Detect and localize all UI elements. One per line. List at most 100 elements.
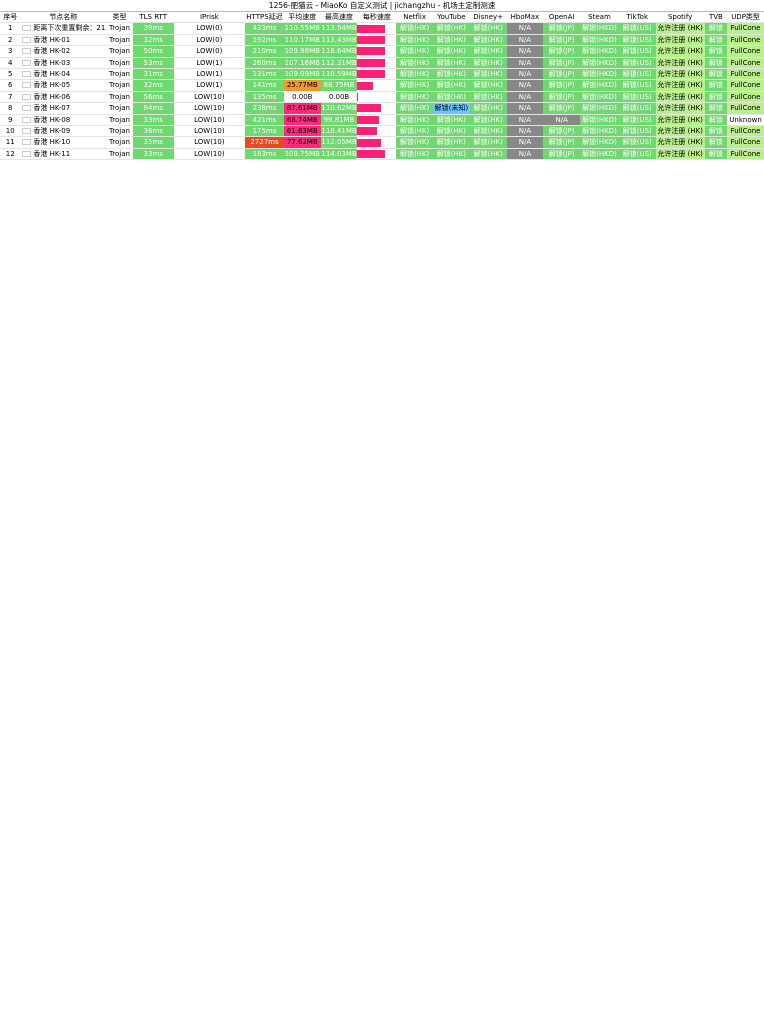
flag-icon bbox=[22, 59, 32, 66]
header-steam: Steam bbox=[580, 12, 619, 24]
steam: 解锁(HKD) bbox=[580, 79, 619, 92]
openai: 解锁(JP) bbox=[543, 79, 581, 92]
disney: 解锁(HK) bbox=[469, 91, 507, 104]
node-type: Trojan bbox=[106, 114, 133, 127]
header-max: 最高速度 bbox=[320, 12, 358, 24]
table-row: 8 香港 HK-07 Trojan 84ms LOW(10) 238ms 87.… bbox=[0, 102, 764, 115]
max-speed: 99.81MB bbox=[320, 114, 358, 127]
youtube: 解锁(HK) bbox=[433, 125, 470, 138]
node-name: 香港 HK-01 bbox=[20, 34, 107, 47]
openai: 解锁(JP) bbox=[543, 136, 581, 149]
netflix: 解锁(HK) bbox=[396, 79, 433, 92]
header-youtube: YouTube bbox=[433, 12, 470, 24]
netflix: 解锁(HK) bbox=[396, 114, 433, 127]
speed-sparkline bbox=[357, 22, 397, 35]
speed-sparkline bbox=[357, 57, 397, 70]
tls-rtt: 31ms bbox=[132, 68, 174, 81]
netflix: 解锁(HK) bbox=[396, 57, 433, 70]
udp-type: FullCone bbox=[727, 148, 764, 161]
netflix: 解锁(HK) bbox=[396, 91, 433, 104]
avg-speed: 61.63MB bbox=[283, 125, 321, 138]
speed-bar bbox=[357, 150, 385, 159]
steam: 解锁(HKD) bbox=[580, 125, 619, 138]
node-type: Trojan bbox=[106, 136, 133, 149]
node-name: 香港 HK-07 bbox=[20, 102, 107, 115]
node-type: Trojan bbox=[106, 148, 133, 161]
speed-bar bbox=[357, 24, 385, 33]
openai: 解锁(JP) bbox=[543, 57, 581, 70]
disney: 解锁(HK) bbox=[469, 34, 507, 47]
openai: 解锁(JP) bbox=[543, 45, 581, 58]
tls-rtt: 39ms bbox=[132, 22, 174, 35]
https-latency: 141ms bbox=[245, 79, 284, 92]
tvb: 解锁 bbox=[704, 57, 728, 70]
max-speed: 110.41MB bbox=[320, 125, 358, 138]
max-speed: 110.62MB bbox=[320, 102, 358, 115]
netflix: 解锁(HK) bbox=[396, 68, 433, 81]
youtube: 解锁(HK) bbox=[433, 22, 470, 35]
max-speed: 113.94MB bbox=[320, 22, 358, 35]
avg-speed: 107.16MB bbox=[283, 57, 321, 70]
netflix: 解锁(HK) bbox=[396, 125, 433, 138]
table-row: 1 距离下次重置剩余：21 天 Trojan 39ms LOW(0) 423ms… bbox=[0, 22, 764, 35]
youtube: 解锁(HK) bbox=[433, 45, 470, 58]
tls-rtt: 53ms bbox=[132, 57, 174, 70]
hbomax: N/A bbox=[506, 79, 544, 92]
avg-speed: 25.77MB bbox=[283, 79, 321, 92]
disney: 解锁(HK) bbox=[469, 102, 507, 115]
speed-bar bbox=[357, 127, 377, 136]
flag-icon bbox=[22, 116, 32, 123]
udp-type: FullCone bbox=[727, 45, 764, 58]
flag-icon bbox=[22, 105, 32, 112]
spotify: 允许注册 (HK) bbox=[655, 57, 705, 70]
tiktok: 解锁(US) bbox=[618, 148, 656, 161]
https-latency: 2727ms bbox=[245, 136, 284, 149]
udp-type: FullCone bbox=[727, 136, 764, 149]
node-name: 香港 HK-09 bbox=[20, 125, 107, 138]
node-type: Trojan bbox=[106, 91, 133, 104]
row-id: 6 bbox=[0, 79, 21, 92]
speed-sparkline bbox=[357, 79, 397, 92]
max-speed: 88.75MB bbox=[320, 79, 358, 92]
avg-speed: 109.98MB bbox=[283, 45, 321, 58]
spotify: 允许注册 (HK) bbox=[655, 22, 705, 35]
youtube: 解锁(HK) bbox=[433, 79, 470, 92]
max-speed: 113.43MB bbox=[320, 34, 358, 47]
tiktok: 解锁(US) bbox=[618, 45, 656, 58]
row-id: 1 bbox=[0, 22, 21, 35]
iprisk: LOW(0) bbox=[173, 45, 246, 58]
youtube: 解锁(HK) bbox=[433, 136, 470, 149]
tvb: 解锁 bbox=[704, 148, 728, 161]
node-type: Trojan bbox=[106, 79, 133, 92]
speed-bar bbox=[357, 70, 385, 79]
tvb: 解锁 bbox=[704, 45, 728, 58]
iprisk: LOW(10) bbox=[173, 102, 246, 115]
spotify: 允许注册 (HK) bbox=[655, 102, 705, 115]
disney: 解锁(HK) bbox=[469, 136, 507, 149]
https-latency: 260ms bbox=[245, 57, 284, 70]
steam: 解锁(HKD) bbox=[580, 148, 619, 161]
steam: 解锁(HKD) bbox=[580, 68, 619, 81]
table-row: 3 香港 HK-02 Trojan 50ms LOW(0) 210ms 109.… bbox=[0, 45, 764, 58]
avg-speed: 110.55MB bbox=[283, 22, 321, 35]
speed-sparkline bbox=[357, 114, 397, 127]
spotify: 允许注册 (HK) bbox=[655, 45, 705, 58]
tiktok: 解锁(US) bbox=[618, 22, 656, 35]
avg-speed: 109.09MB bbox=[283, 68, 321, 81]
openai: 解锁(JP) bbox=[543, 68, 581, 81]
spotify: 允许注册 (HK) bbox=[655, 148, 705, 161]
tiktok: 解锁(US) bbox=[618, 91, 656, 104]
youtube: 解锁(HK) bbox=[433, 148, 470, 161]
udp-type: Unknown bbox=[727, 114, 764, 127]
iprisk: LOW(10) bbox=[173, 114, 246, 127]
flag-icon bbox=[22, 139, 32, 146]
header-https: HTTPS延迟 bbox=[245, 12, 284, 24]
steam: 解锁(HKD) bbox=[580, 34, 619, 47]
speed-bar bbox=[357, 36, 385, 45]
tiktok: 解锁(US) bbox=[618, 79, 656, 92]
tvb: 解锁 bbox=[704, 34, 728, 47]
speed-bar bbox=[357, 115, 379, 124]
tls-rtt: 84ms bbox=[132, 102, 174, 115]
flag-icon bbox=[22, 36, 32, 43]
tvb: 解锁 bbox=[704, 136, 728, 149]
